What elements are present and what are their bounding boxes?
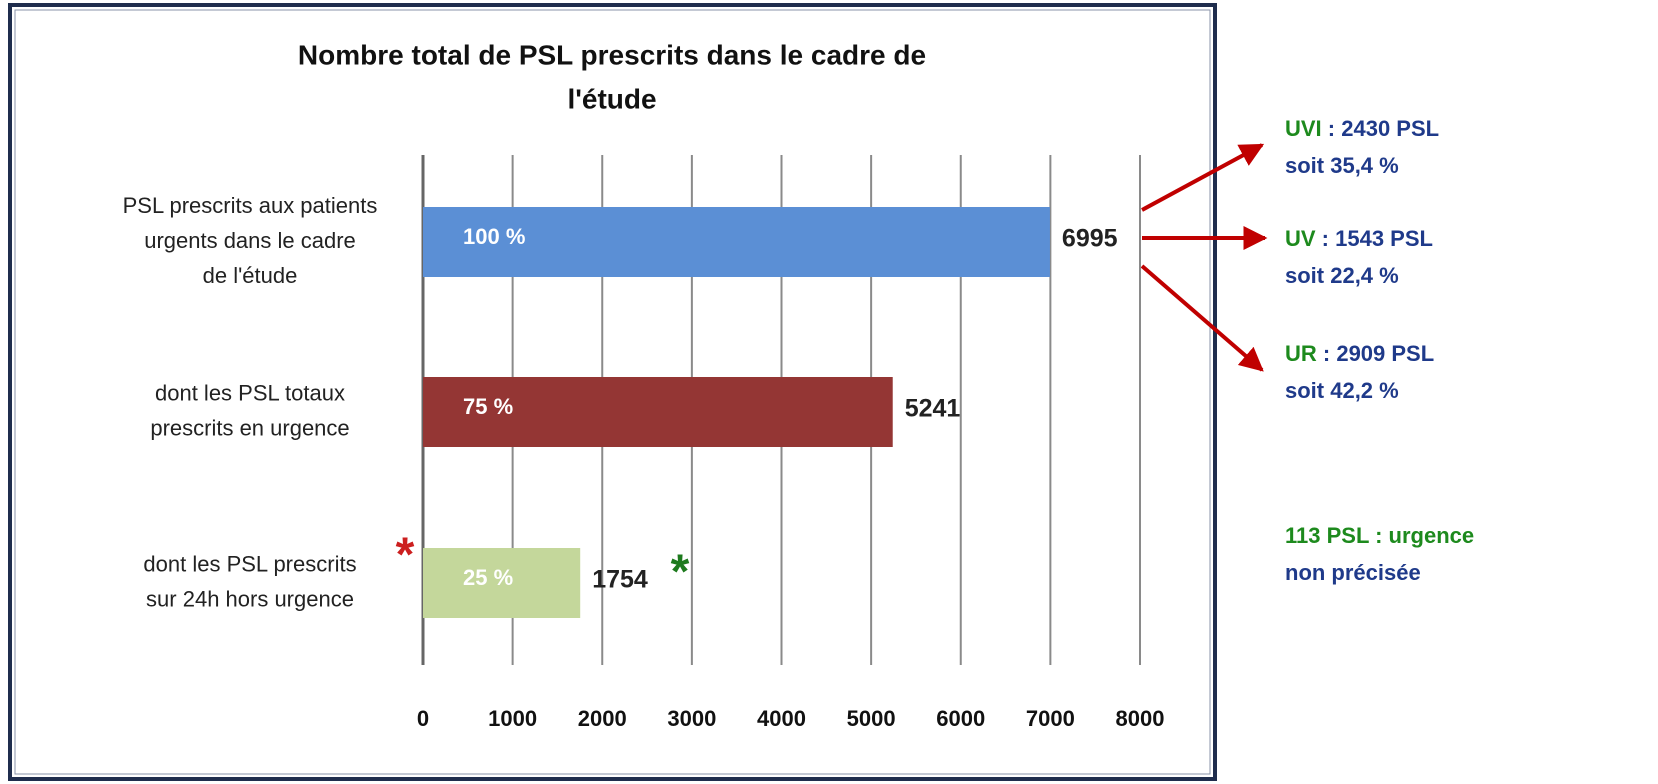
category-label: dont les PSL prescrits — [143, 551, 356, 576]
side-note-text: : 2430 PSL — [1322, 116, 1439, 141]
x-tick-label: 0 — [417, 706, 429, 731]
side-note-text: : 2909 PSL — [1317, 341, 1434, 366]
category-label: prescrits en urgence — [150, 415, 349, 440]
x-tick-label: 5000 — [847, 706, 896, 731]
side-note: UR : 2909 PSL — [1285, 341, 1434, 366]
category-label: PSL prescrits aux patients — [123, 193, 378, 218]
side-note-line: non précisée — [1285, 560, 1421, 585]
bar-annotation: 100 % — [463, 224, 525, 249]
chart-frame-inner — [14, 9, 1211, 775]
bar — [423, 548, 581, 618]
arrow — [1140, 264, 1264, 372]
x-tick-label: 3000 — [667, 706, 716, 731]
side-note-text: : 1543 PSL — [1316, 226, 1433, 251]
bar — [423, 377, 893, 447]
side-note: UV : 1543 PSL — [1285, 226, 1433, 251]
side-note: 113 PSL : urgence — [1285, 523, 1474, 548]
category-label: de l'étude — [203, 263, 298, 288]
side-note-code: 113 PSL : urgence — [1285, 523, 1474, 548]
x-tick-label: 8000 — [1116, 706, 1165, 731]
asterisk: * — [396, 529, 415, 582]
side-note-line: soit 35,4 % — [1285, 153, 1399, 178]
bar-annotation: 75 % — [463, 394, 513, 419]
bar — [423, 207, 1050, 277]
side-note-line: soit 42,2 % — [1285, 378, 1399, 403]
side-note-line: soit 22,4 % — [1285, 263, 1399, 288]
x-tick-label: 6000 — [936, 706, 985, 731]
x-tick-label: 1000 — [488, 706, 537, 731]
category-label: urgents dans le cadre — [144, 228, 356, 253]
chart-title: Nombre total de PSL prescrits dans le ca… — [298, 39, 926, 70]
asterisk: * — [671, 546, 690, 599]
arrow — [1141, 143, 1265, 212]
value-label: 5241 — [905, 395, 961, 423]
bar-annotation: 25 % — [463, 565, 513, 590]
value-label: 1754 — [592, 566, 648, 594]
side-note-code: UVI — [1285, 116, 1322, 141]
chart-title: l'étude — [567, 83, 656, 114]
value-label: 6995 — [1062, 225, 1118, 253]
arrows — [1140, 143, 1268, 372]
side-note: UVI : 2430 PSL — [1285, 116, 1439, 141]
x-tick-label: 2000 — [578, 706, 627, 731]
side-note-code: UV — [1285, 226, 1316, 251]
category-label: dont les PSL totaux — [155, 380, 345, 405]
category-label: sur 24h hors urgence — [146, 586, 354, 611]
side-note-code: UR — [1285, 341, 1317, 366]
x-tick-label: 4000 — [757, 706, 806, 731]
x-tick-label: 7000 — [1026, 706, 1075, 731]
